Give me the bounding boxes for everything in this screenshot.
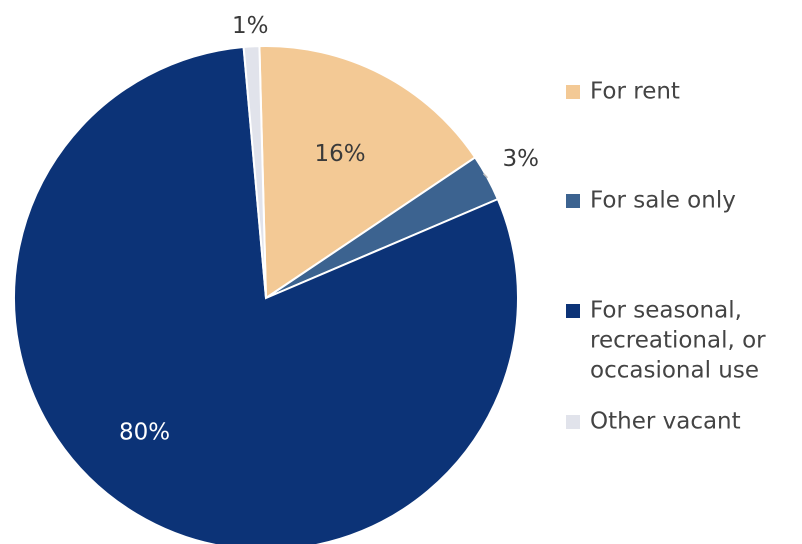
legend-swatch-3 (566, 304, 580, 318)
data-label-4: 1% (232, 13, 269, 39)
legend-swatch-2 (566, 194, 580, 208)
pie-slice-for-seasonal-recreational-or-occasional-use (13, 45, 519, 544)
legend-label-3: For seasonal, (590, 298, 742, 324)
legend-label-1: For rent (590, 79, 680, 105)
pie-slice-for-rent (258, 45, 477, 300)
legend-swatch-1 (566, 85, 580, 99)
legend-label-4: Other vacant (590, 409, 741, 435)
pie-slices (13, 45, 519, 544)
data-label-1: 16% (314, 141, 365, 167)
data-label-2: 3% (502, 146, 539, 172)
data-label-3: 80% (119, 419, 170, 445)
legend-swatch-4 (566, 415, 580, 429)
legend: For rent For sale only For seasonal, recrea… (566, 79, 766, 435)
pie-slice-other-vacant (242, 45, 267, 299)
legend-label-3: occasional use (590, 358, 759, 384)
legend-label-3: recreational, or (590, 328, 766, 354)
leader-line (482, 173, 489, 179)
leader-lines (482, 173, 489, 179)
slice-labels: 16% 3% 80% 1% (119, 13, 539, 445)
legend-label-2: For sale only (590, 188, 736, 214)
